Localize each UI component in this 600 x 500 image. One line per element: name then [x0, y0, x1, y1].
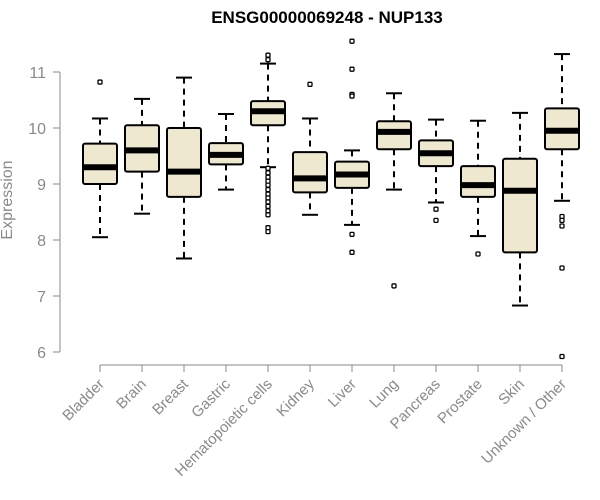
box-bladder: [82, 79, 118, 239]
box-prostate: [460, 119, 496, 257]
outlier-point: [391, 283, 397, 289]
y-tick-label: 7: [37, 289, 46, 306]
outlier-point: [349, 249, 355, 255]
box-liver: [334, 38, 370, 255]
x-tick-label: Breast: [149, 375, 192, 418]
outlier-point: [559, 353, 565, 360]
outlier-point: [349, 93, 355, 99]
outlier-point: [349, 231, 355, 238]
x-tick-label: Prostate: [434, 376, 486, 428]
box-unknown-other: [544, 53, 580, 360]
y-tick-label: 6: [37, 345, 46, 362]
outlier-point: [265, 52, 271, 58]
y-axis: 6 7 8 9 10 11: [28, 65, 61, 362]
outlier-point: [559, 223, 565, 229]
y-tick-label: 10: [28, 121, 46, 138]
outlier-point: [265, 57, 271, 63]
iqr-box: [502, 157, 538, 254]
box-lung: [376, 92, 412, 289]
outlier-point: [475, 251, 481, 257]
outlier-point: [433, 217, 439, 224]
outlier-point: [265, 228, 271, 235]
outlier-point: [265, 182, 271, 188]
box-hematopoietic-cells: [250, 52, 286, 235]
x-tick-label: Lung: [366, 376, 402, 412]
box-gastric: [208, 113, 244, 191]
outlier-point: [433, 206, 439, 212]
iqr-box: [82, 142, 118, 185]
outlier-point: [265, 212, 271, 218]
y-tick-label: 9: [37, 177, 46, 194]
outlier-point: [97, 79, 103, 85]
outlier-point: [349, 38, 355, 44]
box-kidney: [292, 81, 328, 216]
box-skin: [502, 111, 538, 307]
x-tick-label: Liver: [325, 376, 360, 411]
x-tick-label: Kidney: [273, 375, 318, 420]
outlier-point: [349, 66, 355, 72]
chart-title: ENSG00000069248 - NUP133: [211, 8, 443, 27]
outlier-point: [265, 170, 271, 176]
y-tick-label: 11: [29, 65, 46, 82]
iqr-box: [376, 120, 412, 151]
outlier-point: [307, 81, 313, 87]
iqr-box: [460, 165, 496, 198]
outlier-point: [265, 199, 271, 205]
box-breast: [166, 76, 202, 260]
box-brain: [124, 97, 160, 215]
outlier-point: [559, 217, 565, 224]
x-tick-label: Skin: [495, 376, 528, 409]
iqr-box: [292, 151, 328, 194]
outlier-point: [265, 165, 271, 171]
outlier-point: [559, 265, 565, 271]
box-pancreas: [418, 118, 454, 224]
outlier-point: [265, 203, 271, 210]
y-axis-label: Expression: [0, 160, 16, 239]
outlier-point: [265, 186, 271, 193]
x-tick-label: Bladder: [59, 376, 108, 425]
iqr-box: [166, 127, 202, 198]
y-tick-label: 8: [37, 233, 46, 250]
boxes-group: [82, 38, 580, 360]
x-tick-label: Brain: [113, 376, 150, 413]
